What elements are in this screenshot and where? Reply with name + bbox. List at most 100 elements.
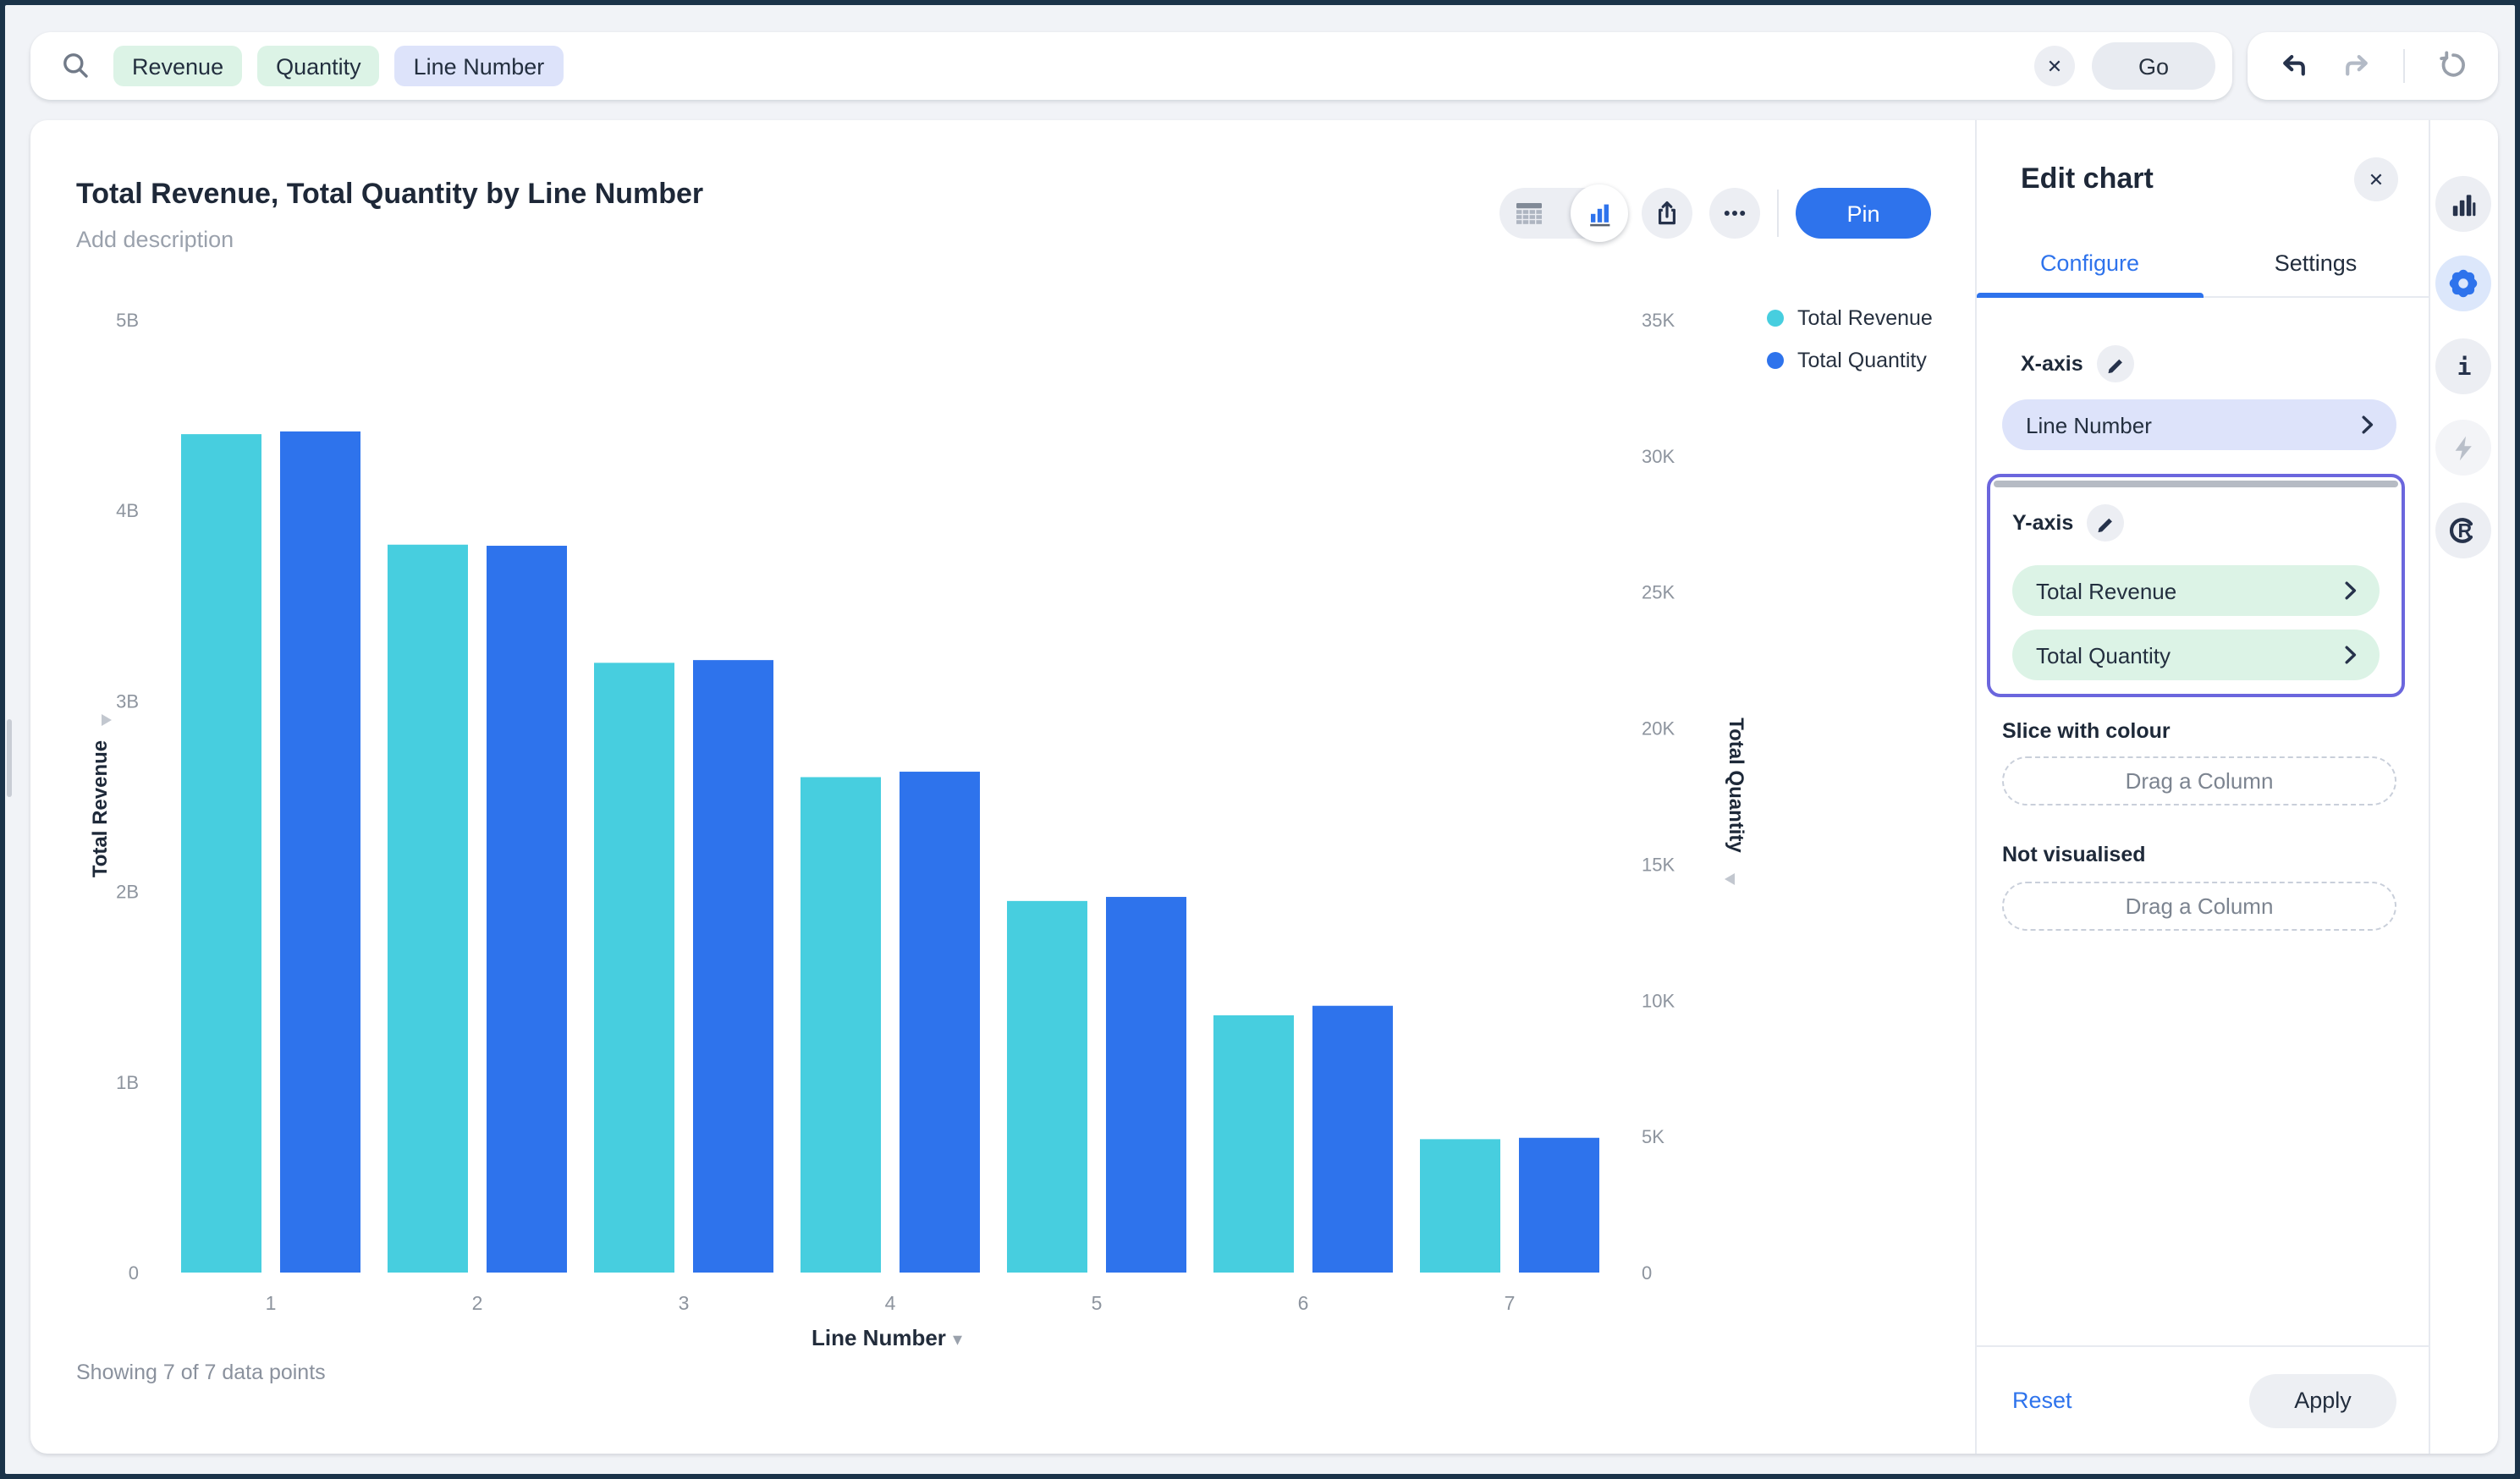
bar-total-quantity-5[interactable] xyxy=(1106,897,1186,1273)
not-visualised-drop-zone[interactable]: Drag a Column xyxy=(2002,882,2396,931)
left-axis-tick: 3B xyxy=(116,690,139,712)
field-label: Total Quantity xyxy=(2036,642,2171,668)
x-axis-field-line-number[interactable]: Line Number xyxy=(2002,399,2396,450)
y-axis-highlighted-section: Y-axis Total Revenue Total Quantity xyxy=(1987,474,2405,697)
restore-button[interactable] xyxy=(2435,49,2468,83)
edit-panel-body: X-axis Line Number Y-axis xyxy=(1977,345,2429,931)
go-button[interactable]: Go xyxy=(2092,42,2215,90)
right-axis-tick: 30K xyxy=(1642,446,1675,467)
toolbar-divider xyxy=(1777,190,1779,237)
slice-label: Slice with colour xyxy=(2002,719,2171,743)
edit-panel-tabs: Configure Settings xyxy=(1977,228,2429,298)
bar-total-revenue-2[interactable] xyxy=(388,544,468,1273)
field-label: Total Revenue xyxy=(2036,578,2177,603)
svg-text:i: i xyxy=(2457,352,2471,380)
chevron-right-icon xyxy=(2345,646,2357,664)
bar-total-quantity-1[interactable] xyxy=(280,431,360,1273)
slice-section-heading: Slice with colour xyxy=(2002,719,2396,743)
undo-button[interactable] xyxy=(2277,49,2311,83)
edit-y-axis-button[interactable] xyxy=(2087,504,2125,542)
bar-total-revenue-5[interactable] xyxy=(1007,900,1087,1273)
bar-total-revenue-1[interactable] xyxy=(181,434,261,1273)
info-icon: i xyxy=(2457,352,2471,380)
edit-panel-header: Edit chart ✕ xyxy=(1977,120,2429,201)
x-axis-tick: 5 xyxy=(1092,1292,1103,1314)
bar-total-revenue-6[interactable] xyxy=(1213,1014,1294,1273)
search-token-revenue[interactable]: Revenue xyxy=(113,46,243,86)
caret-down-icon: ▾ xyxy=(952,1330,962,1350)
chart-view-icon-selected[interactable] xyxy=(1571,184,1628,242)
chart-info-button[interactable]: i xyxy=(2435,338,2491,394)
history-controls xyxy=(2248,32,2498,100)
edit-x-axis-button[interactable] xyxy=(2096,345,2134,382)
reset-button[interactable]: Reset xyxy=(2012,1388,2072,1413)
slice-drop-zone[interactable]: Drag a Column xyxy=(2002,756,2396,805)
legend-label: Total Revenue xyxy=(1797,305,1933,329)
right-axis-pointer-icon xyxy=(1725,873,1735,885)
search-token-quantity[interactable]: Quantity xyxy=(257,46,380,86)
right-axis-title[interactable]: Total Quantity xyxy=(1725,718,1747,853)
y-axis-label: Y-axis xyxy=(2012,511,2074,535)
legend-item-total-revenue[interactable]: Total Revenue xyxy=(1767,296,1933,338)
r-analysis-button[interactable]: R xyxy=(2435,502,2491,558)
share-button[interactable] xyxy=(1642,188,1692,239)
chart-settings-button[interactable] xyxy=(2435,256,2491,311)
x-axis-tick: 1 xyxy=(266,1292,277,1314)
legend-label: Total Quantity xyxy=(1797,348,1927,371)
search-token-line-number[interactable]: Line Number xyxy=(394,46,564,86)
y-axis-section-heading: Y-axis xyxy=(2012,504,2380,542)
left-axis-title[interactable]: Total Revenue xyxy=(89,740,112,877)
data-points-note: Showing 7 of 7 data points xyxy=(76,1361,326,1384)
clear-search-button[interactable]: ✕ xyxy=(2034,46,2075,86)
left-axis-tick: 0 xyxy=(129,1262,139,1284)
y-axis-field-total-revenue[interactable]: Total Revenue xyxy=(2012,565,2380,616)
y-axis-field-total-quantity[interactable]: Total Quantity xyxy=(2012,630,2380,680)
search-bar[interactable]: Revenue Quantity Line Number ✕ Go xyxy=(30,32,2232,100)
left-panel-drag-handle[interactable] xyxy=(7,719,12,797)
bar-total-revenue-7[interactable] xyxy=(1420,1139,1500,1273)
more-options-button[interactable] xyxy=(1709,188,1760,239)
x-axis-tick: 7 xyxy=(1505,1292,1516,1314)
left-axis-tick: 1B xyxy=(116,1072,139,1093)
view-toggle[interactable] xyxy=(1499,184,1628,242)
spot-iq-button[interactable] xyxy=(2435,420,2491,476)
bar-total-quantity-4[interactable] xyxy=(900,772,980,1273)
right-axis-tick: 35K xyxy=(1642,310,1675,331)
restore-icon xyxy=(2439,51,2465,77)
close-panel-button[interactable]: ✕ xyxy=(2354,157,2398,201)
x-axis-tick: 6 xyxy=(1298,1292,1309,1314)
bar-total-quantity-3[interactable] xyxy=(693,660,773,1273)
right-icon-rail: i R xyxy=(2430,120,2498,1454)
redo-button[interactable] xyxy=(2341,49,2374,83)
pencil-icon xyxy=(2098,517,2113,532)
x-axis-column-selector[interactable]: Line Number ▾ xyxy=(718,1325,1056,1350)
tab-configure[interactable]: Configure xyxy=(1977,228,2203,298)
table-view-icon[interactable] xyxy=(1515,201,1543,235)
legend-item-total-quantity[interactable]: Total Quantity xyxy=(1767,338,1933,381)
apply-button[interactable]: Apply xyxy=(2249,1373,2396,1427)
chevron-right-icon xyxy=(2362,415,2374,434)
legend-dot-blue xyxy=(1767,351,1784,368)
bar-total-quantity-2[interactable] xyxy=(487,546,567,1273)
search-icon xyxy=(54,44,98,88)
x-axis-label: X-axis xyxy=(2021,352,2083,376)
lightning-icon xyxy=(2454,435,2471,460)
right-axis-tick: 5K xyxy=(1642,1126,1664,1147)
svg-text:R: R xyxy=(2457,519,2472,541)
bar-total-quantity-6[interactable] xyxy=(1312,1005,1393,1273)
bar-total-quantity-7[interactable] xyxy=(1519,1137,1599,1273)
pencil-icon xyxy=(2108,358,2122,373)
tab-settings[interactable]: Settings xyxy=(2274,250,2358,275)
x-axis-section-heading: X-axis xyxy=(2002,345,2396,382)
chart-type-button[interactable] xyxy=(2435,176,2491,232)
chart-title[interactable]: Total Revenue, Total Quantity by Line Nu… xyxy=(76,178,704,210)
redo-icon xyxy=(2345,55,2368,76)
add-description-placeholder[interactable]: Add description xyxy=(76,227,234,252)
left-axis-tick: 5B xyxy=(116,310,139,331)
share-icon xyxy=(1659,201,1675,225)
right-axis-tick: 0 xyxy=(1642,1262,1652,1284)
bar-total-revenue-3[interactable] xyxy=(594,663,674,1273)
pin-button[interactable]: Pin xyxy=(1796,188,1931,239)
bar-total-revenue-4[interactable] xyxy=(801,777,881,1273)
